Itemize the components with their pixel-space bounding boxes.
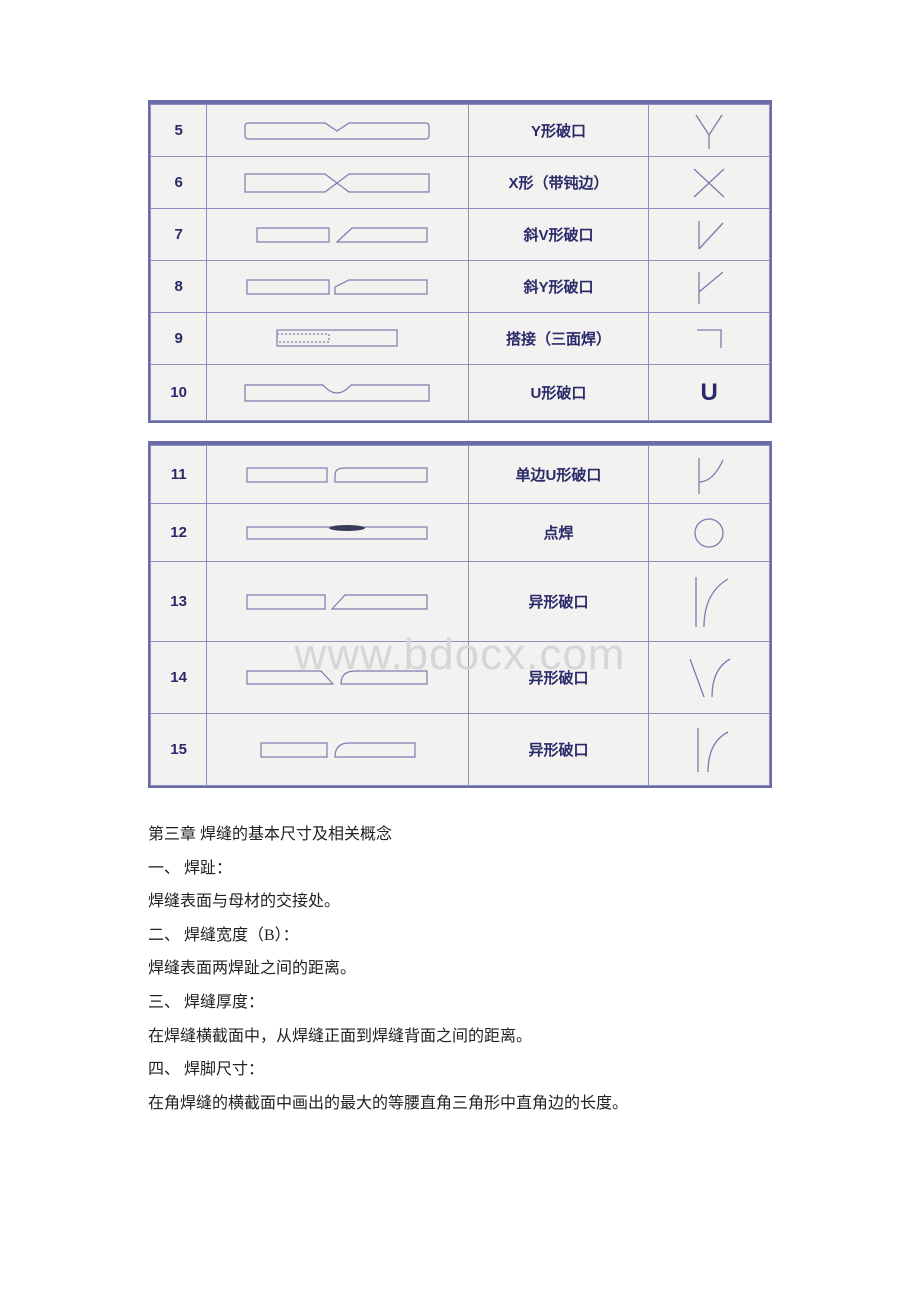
- row-symbol: [649, 313, 770, 365]
- row-picture: [207, 365, 468, 421]
- section-3-title: 三、 焊缝厚度：: [148, 986, 772, 1020]
- row-symbol: U: [649, 365, 770, 421]
- chapter-text: 第三章 焊缝的基本尺寸及相关概念 一、 焊趾： 焊缝表面与母材的交接处。 二、 …: [148, 818, 772, 1120]
- row-name: 单边U形破口: [468, 446, 649, 504]
- section-1-body: 焊缝表面与母材的交接处。: [148, 885, 772, 919]
- row-picture: [207, 209, 468, 261]
- row-num: 11: [151, 446, 207, 504]
- groove-table-1: 5 Y形破口 6: [148, 100, 772, 423]
- row-name: 斜Y形破口: [468, 261, 649, 313]
- row-symbol: [649, 562, 770, 642]
- row-num: 5: [151, 105, 207, 157]
- section-1-title: 一、 焊趾：: [148, 852, 772, 886]
- row-picture: [207, 105, 468, 157]
- row-num: 14: [151, 642, 207, 714]
- row-name: Y形破口: [468, 105, 649, 157]
- row-name: X形（带钝边）: [468, 157, 649, 209]
- section-2-title: 二、 焊缝宽度（B）：: [148, 919, 772, 953]
- chapter-title: 第三章 焊缝的基本尺寸及相关概念: [148, 818, 772, 852]
- row-picture: [207, 714, 468, 786]
- groove-table-2: 11 单边U形破口 12: [148, 441, 772, 788]
- row-name: 搭接（三面焊）: [468, 313, 649, 365]
- row-name: 异形破口: [468, 714, 649, 786]
- row-num: 12: [151, 504, 207, 562]
- row-name: 点焊: [468, 504, 649, 562]
- row-picture: [207, 504, 468, 562]
- row-symbol: [649, 642, 770, 714]
- row-name: 异形破口: [468, 642, 649, 714]
- section-3-body: 在焊缝横截面中，从焊缝正面到焊缝背面之间的距离。: [148, 1020, 772, 1054]
- row-num: 9: [151, 313, 207, 365]
- row-symbol: [649, 261, 770, 313]
- row-num: 7: [151, 209, 207, 261]
- row-num: 10: [151, 365, 207, 421]
- row-num: 13: [151, 562, 207, 642]
- row-num: 8: [151, 261, 207, 313]
- row-picture: [207, 562, 468, 642]
- row-symbol: [649, 209, 770, 261]
- section-4-title: 四、 焊脚尺寸：: [148, 1053, 772, 1087]
- row-num: 6: [151, 157, 207, 209]
- row-picture: [207, 446, 468, 504]
- row-name: 异形破口: [468, 562, 649, 642]
- row-num: 15: [151, 714, 207, 786]
- section-4-body: 在角焊缝的横截面中画出的最大的等腰直角三角形中直角边的长度。: [148, 1087, 772, 1121]
- row-picture: [207, 261, 468, 313]
- row-symbol: [649, 446, 770, 504]
- row-symbol: [649, 157, 770, 209]
- row-picture: [207, 313, 468, 365]
- row-symbol: [649, 504, 770, 562]
- row-picture: [207, 642, 468, 714]
- row-name: U形破口: [468, 365, 649, 421]
- row-symbol: [649, 714, 770, 786]
- row-symbol: [649, 105, 770, 157]
- row-name: 斜V形破口: [468, 209, 649, 261]
- section-2-body: 焊缝表面两焊趾之间的距离。: [148, 952, 772, 986]
- row-picture: [207, 157, 468, 209]
